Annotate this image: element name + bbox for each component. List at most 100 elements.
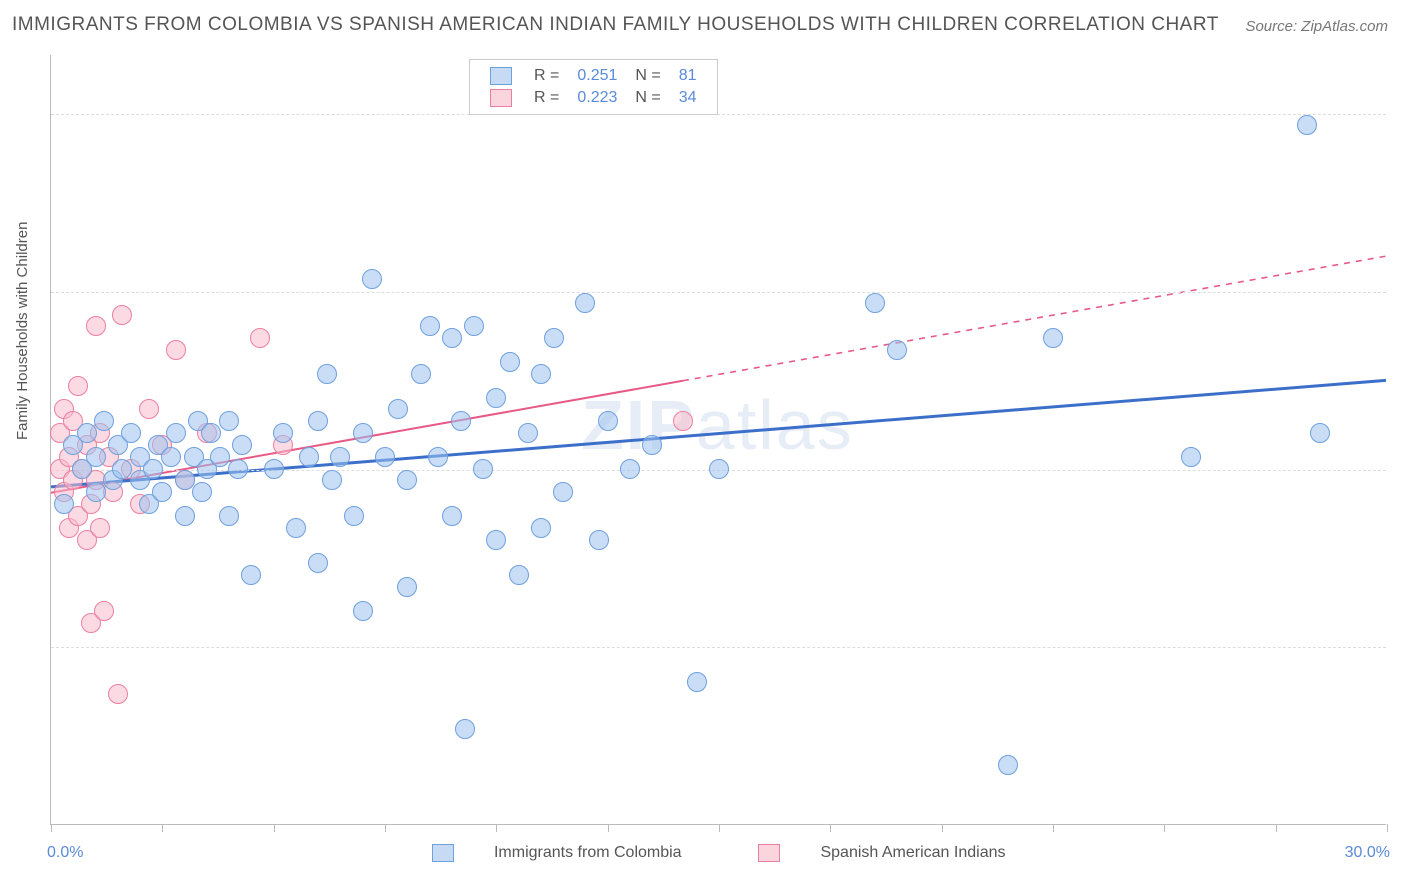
legend-swatch-pink [758,844,780,862]
legend-r-label: R = [526,66,567,86]
scatter-point-blue [86,447,106,467]
scatter-point-blue [486,388,506,408]
scatter-point-blue [299,447,319,467]
x-tick [1164,824,1165,832]
x-tick [1276,824,1277,832]
scatter-point-blue [887,340,907,360]
scatter-point-blue [308,411,328,431]
scatter-point-blue [388,399,408,419]
scatter-point-blue [1297,115,1317,135]
scatter-point-blue [598,411,618,431]
scatter-point-blue [575,293,595,313]
x-tick [1387,824,1388,832]
legend-stats-row-blue: R = 0.251 N = 81 [482,66,705,86]
scatter-point-pink [108,684,128,704]
scatter-point-blue [112,459,132,479]
legend-stats-row-pink: R = 0.223 N = 34 [482,88,705,108]
scatter-point-blue [175,506,195,526]
scatter-point-blue [192,482,212,502]
scatter-point-pink [166,340,186,360]
scatter-point-blue [241,565,261,585]
scatter-point-blue [175,470,195,490]
gridline-h [51,292,1386,293]
scatter-point-blue [486,530,506,550]
scatter-point-blue [553,482,573,502]
scatter-point-blue [344,506,364,526]
scatter-point-blue [228,459,248,479]
scatter-point-blue [397,577,417,597]
x-tick [830,824,831,832]
scatter-point-blue [709,459,729,479]
x-tick [274,824,275,832]
scatter-point-blue [317,364,337,384]
legend-item-pink: Spanish American Indians [740,844,1023,861]
scatter-point-blue [161,447,181,467]
legend-n-label: N = [627,88,668,108]
scatter-point-pink [90,518,110,538]
scatter-point-pink [112,305,132,325]
scatter-point-blue [286,518,306,538]
x-tick [1053,824,1054,832]
legend-n-label: N = [627,66,668,86]
scatter-point-pink [68,376,88,396]
scatter-point-blue [86,482,106,502]
scatter-point-blue [455,719,475,739]
legend-r-label: R = [526,88,567,108]
scatter-point-blue [473,459,493,479]
y-axis-label: Family Households with Children [14,222,31,440]
chart-title: IMMIGRANTS FROM COLOMBIA VS SPANISH AMER… [12,14,1219,36]
legend-stats-box: R = 0.251 N = 81 R = 0.223 N = 34 [469,59,718,115]
x-tick [496,824,497,832]
scatter-point-blue [143,459,163,479]
scatter-point-pink [250,328,270,348]
scatter-point-blue [201,423,221,443]
scatter-point-blue [620,459,640,479]
scatter-point-pink [86,316,106,336]
scatter-point-blue [94,411,114,431]
scatter-point-blue [264,459,284,479]
legend-r-value-pink: 0.223 [569,88,625,108]
scatter-point-blue [500,352,520,372]
legend-item-blue: Immigrants from Colombia [414,844,705,861]
legend-swatch-pink [490,89,512,107]
scatter-point-blue [687,672,707,692]
scatter-point-blue [1310,423,1330,443]
scatter-point-blue [322,470,342,490]
scatter-point-blue [509,565,529,585]
scatter-point-blue [210,447,230,467]
scatter-point-blue [1043,328,1063,348]
scatter-point-pink [94,601,114,621]
scatter-point-blue [518,423,538,443]
scatter-point-blue [77,423,97,443]
legend-r-value-blue: 0.251 [569,66,625,86]
scatter-point-blue [375,447,395,467]
x-tick [942,824,943,832]
scatter-point-blue [273,423,293,443]
scatter-point-blue [362,269,382,289]
scatter-point-blue [998,755,1018,775]
gridline-h [51,647,1386,648]
source-credit: Source: ZipAtlas.com [1245,18,1388,35]
legend-label-blue: Immigrants from Colombia [494,844,682,861]
scatter-point-blue [152,482,172,502]
scatter-point-blue [232,435,252,455]
gridline-h [51,114,1386,115]
scatter-plot-area: ZIPatlas 0.0% 30.0% R = 0.251 N = 81 R =… [50,55,1386,825]
scatter-point-blue [166,423,186,443]
legend-label-pink: Spanish American Indians [820,844,1005,861]
scatter-point-blue [54,494,74,514]
scatter-point-blue [544,328,564,348]
watermark-text: ZIPatlas [581,385,854,465]
x-tick [51,824,52,832]
scatter-point-blue [442,506,462,526]
scatter-point-blue [464,316,484,336]
scatter-point-pink [673,411,693,431]
scatter-point-blue [219,411,239,431]
scatter-point-blue [1181,447,1201,467]
legend-swatch-blue [490,67,512,85]
scatter-point-blue [428,447,448,467]
scatter-point-blue [865,293,885,313]
scatter-point-blue [308,553,328,573]
legend-swatch-blue [432,844,454,862]
x-tick [385,824,386,832]
